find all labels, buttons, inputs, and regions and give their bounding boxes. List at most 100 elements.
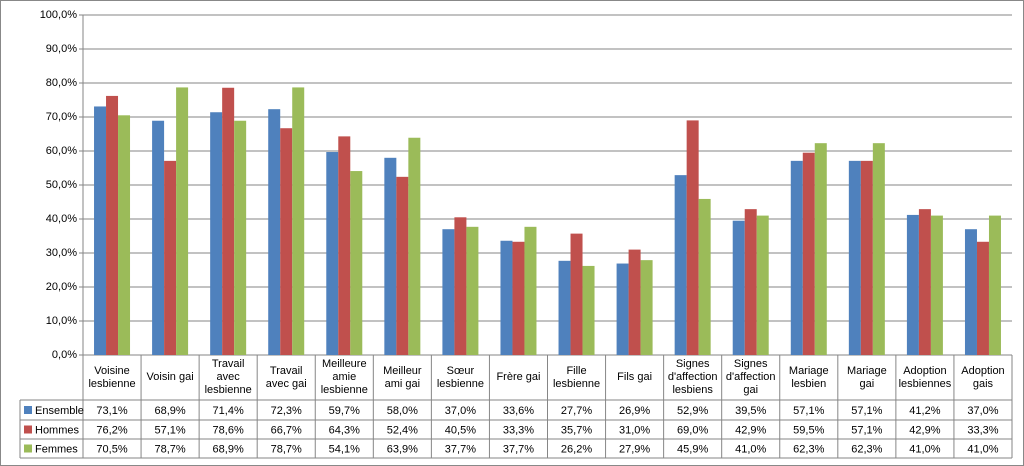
y-tick-label: 60,0%	[46, 145, 77, 157]
data-label: 69,0%	[677, 424, 708, 436]
x-tick-label-box: Voisine lesbienne	[88, 365, 135, 390]
y-tick-label: 90,0%	[46, 43, 77, 55]
data-label: 37,7%	[503, 443, 534, 455]
bar	[930, 215, 943, 355]
bar	[790, 160, 803, 355]
bar	[384, 157, 397, 355]
bar	[964, 229, 977, 355]
data-label: 66,7%	[271, 424, 302, 436]
x-tick-label: Sœur lesbienne	[436, 364, 484, 390]
data-label: 33,6%	[503, 405, 534, 417]
data-label: 78,7%	[271, 443, 302, 455]
x-tick-label-box: Travail avec gai	[266, 365, 307, 390]
data-label: 78,7%	[154, 443, 185, 455]
bar	[222, 87, 235, 355]
y-tick-label: 20,0%	[46, 281, 77, 293]
x-tick-label-box: Frère gai	[496, 371, 541, 383]
x-tick-label-box: Voisin gai	[146, 371, 194, 383]
y-tick-label: 50,0%	[46, 179, 77, 191]
data-label: 57,1%	[851, 405, 882, 417]
x-tick-label: Meilleur ami gai	[383, 364, 422, 390]
legend-label: Hommes	[35, 424, 80, 436]
bar	[848, 160, 861, 355]
bar	[558, 260, 571, 355]
bar	[176, 87, 189, 356]
data-label: 68,9%	[154, 405, 185, 417]
data-label: 73,1%	[96, 405, 127, 417]
x-tick-label-box: Meilleur ami gai	[383, 364, 422, 390]
data-label: 37,7%	[445, 443, 476, 455]
data-label: 33,3%	[503, 424, 534, 436]
bar	[732, 220, 745, 355]
bar	[350, 171, 363, 355]
y-tick-label: 70,0%	[46, 111, 77, 123]
bar	[872, 143, 885, 355]
data-label: 54,1%	[329, 443, 360, 455]
x-tick-label-box: Mariage gai	[847, 365, 887, 390]
data-label: 76,2%	[96, 424, 127, 436]
bar	[976, 241, 989, 355]
bar	[118, 115, 131, 355]
y-tick-label: 30,0%	[46, 247, 77, 259]
bar	[616, 263, 629, 355]
x-tick-label-box: Sœur lesbienne	[436, 364, 484, 390]
data-label: 35,7%	[561, 424, 592, 436]
data-label: 62,3%	[793, 443, 824, 455]
legend-swatch	[24, 444, 32, 453]
x-tick-label: Mariage lesbien	[788, 364, 829, 390]
data-label: 58,0%	[387, 405, 418, 417]
data-label: 70,5%	[96, 443, 127, 455]
y-tick-label: 0,0%	[52, 349, 77, 361]
bar	[640, 260, 653, 355]
data-label: 72,3%	[271, 405, 302, 417]
data-label: 64,3%	[329, 424, 360, 436]
bar	[210, 112, 223, 356]
bar	[152, 120, 165, 356]
data-label: 57,1%	[851, 424, 882, 436]
data-label: 41,0%	[735, 443, 766, 455]
bar	[674, 175, 687, 355]
bar	[628, 249, 641, 355]
bar	[268, 109, 281, 356]
x-tick-label-box: Adoption lesbiennes	[898, 364, 952, 390]
bar	[292, 87, 305, 356]
bar	[512, 241, 525, 355]
data-label: 33,3%	[967, 424, 998, 436]
data-label: 78,6%	[213, 424, 244, 436]
bar	[326, 152, 339, 355]
data-label: 39,5%	[735, 405, 766, 417]
data-label: 26,9%	[619, 405, 650, 417]
bar	[280, 128, 293, 355]
data-label: 62,3%	[851, 443, 882, 455]
bar	[164, 160, 177, 355]
data-label: 41,0%	[967, 443, 998, 455]
legend-label: Ensemble	[35, 405, 84, 417]
x-tick-label: Voisin gai	[146, 371, 194, 383]
bar	[396, 176, 409, 355]
bar	[466, 226, 479, 355]
data-label: 57,1%	[154, 424, 185, 436]
x-tick-label: Meilleure amie lesbienne	[320, 358, 368, 396]
y-tick-label: 10,0%	[46, 315, 77, 327]
x-tick-label-box: Travail avec lesbienne	[204, 358, 252, 396]
bar	[698, 198, 711, 355]
legend-swatch	[24, 406, 32, 414]
data-label: 68,9%	[213, 443, 244, 455]
y-tick-label: 40,0%	[46, 213, 77, 225]
bar	[582, 265, 595, 355]
bar	[570, 233, 583, 355]
x-tick-label: Frère gai	[496, 371, 541, 383]
legend-label: Femmes	[35, 443, 78, 455]
bar	[756, 215, 769, 355]
data-label: 52,9%	[677, 405, 708, 417]
x-tick-label: Fille lesbienne	[552, 364, 601, 390]
x-tick-label: Travail avec lesbienne	[204, 358, 252, 396]
data-label: 57,1%	[793, 405, 824, 417]
x-tick-label-box: Fils gai	[617, 371, 652, 383]
x-tick-label: Adoption lesbiennes	[898, 364, 952, 390]
x-tick-label: Signes d'affection lesbiens	[667, 358, 718, 396]
y-tick-label: 80,0%	[46, 77, 77, 89]
x-tick-label-box: Meilleure amie lesbienne	[320, 358, 368, 396]
bar	[524, 226, 537, 355]
